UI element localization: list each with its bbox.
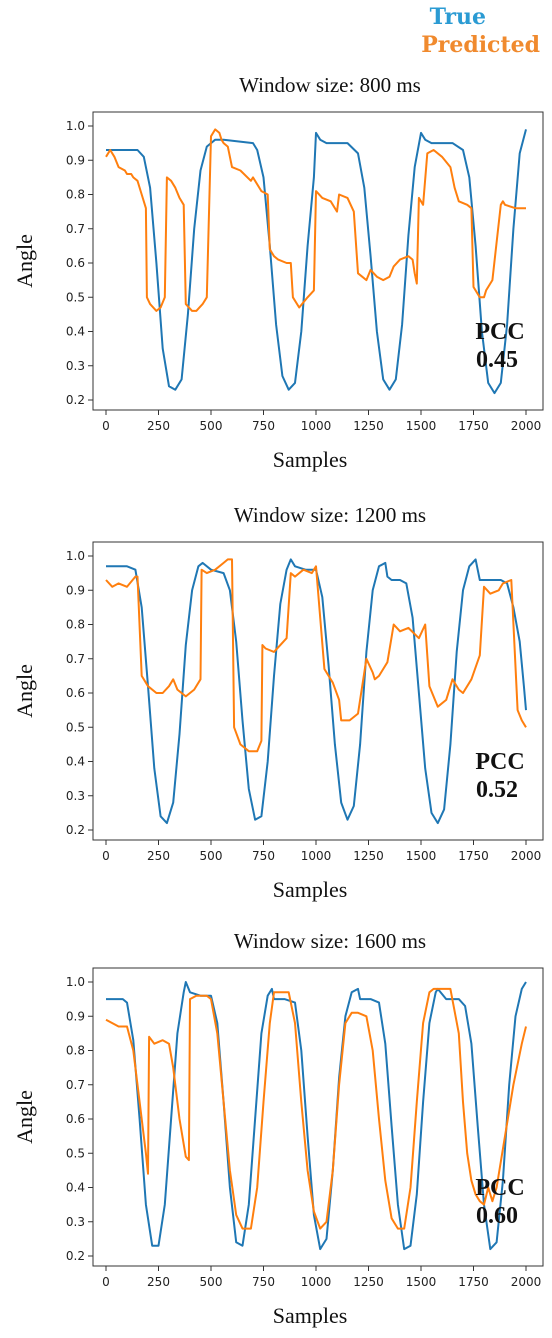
y-tick-label: 0.9	[66, 583, 85, 597]
legend-predicted-label: Predicted	[421, 32, 540, 58]
x-tick-label: 1500	[406, 1275, 437, 1289]
y-tick-label: 0.6	[66, 256, 85, 270]
y-tick-label: 0.8	[66, 1044, 85, 1058]
x-tick-label: 1250	[353, 419, 384, 433]
chart-panel-800ms: Window size: 800 ms 0.2 0.3 0.4 0.5 0.6 0.7 0.8…	[12, 73, 544, 472]
y-tick-label: 0.2	[66, 1249, 85, 1263]
y-axis-label: Angle	[12, 234, 37, 288]
pcc-label: PCC	[475, 319, 524, 345]
x-tick-label: 0	[102, 849, 110, 863]
x-tick-label: 1250	[353, 849, 384, 863]
series-line-true	[106, 558, 527, 825]
x-tick-label: 500	[200, 849, 223, 863]
y-tick-label: 0.6	[66, 686, 85, 700]
chart-title: Window size: 800 ms	[239, 73, 421, 97]
x-tick-label: 500	[200, 419, 223, 433]
series-line-predicted	[105, 987, 527, 1230]
y-tick-label: 1.0	[66, 549, 85, 563]
x-tick-label: 1000	[301, 419, 332, 433]
y-axis-label: Angle	[12, 664, 37, 718]
x-tick-label: 1000	[301, 1275, 332, 1289]
chart-title: Window size: 1600 ms	[234, 929, 426, 953]
x-tick-label: 2000	[511, 849, 542, 863]
x-tick-label: 250	[147, 849, 170, 863]
y-tick-label: 0.5	[66, 720, 85, 734]
x-tick-label: 0	[102, 419, 110, 433]
y-tick-label: 0.7	[66, 652, 85, 666]
x-axis-label: Samples	[273, 877, 348, 902]
legend-true-label: True	[429, 4, 486, 30]
x-axis-label: Samples	[273, 1303, 348, 1328]
series-line-true	[106, 981, 527, 1251]
y-tick-label: 0.9	[66, 153, 85, 167]
x-tick-label: 500	[200, 1275, 223, 1289]
series-line-true	[106, 129, 527, 395]
y-tick-label: 0.4	[66, 325, 85, 339]
x-tick-label: 1750	[458, 419, 489, 433]
y-tick-label: 0.9	[66, 1009, 85, 1023]
y-tick-label: 0.7	[66, 222, 85, 236]
y-axis-label: Angle	[12, 1090, 37, 1144]
x-tick-label: 250	[147, 419, 170, 433]
series-line-predicted	[105, 558, 527, 753]
y-tick-label: 0.5	[66, 1146, 85, 1160]
y-tick-label: 0.4	[66, 1181, 85, 1195]
x-tick-label: 750	[252, 419, 275, 433]
x-tick-label: 750	[252, 1275, 275, 1289]
x-tick-label: 250	[147, 1275, 170, 1289]
pcc-label: PCC	[475, 749, 524, 775]
y-tick-label: 0.8	[66, 188, 85, 202]
series-line-predicted	[105, 128, 526, 312]
y-tick-label: 0.6	[66, 1112, 85, 1126]
pcc-label: PCC	[475, 1175, 524, 1201]
legend: True Predicted	[0, 0, 552, 60]
pcc-value: 0.52	[476, 777, 518, 803]
y-tick-label: 0.2	[66, 823, 85, 837]
y-tick-label: 0.3	[66, 1215, 85, 1229]
y-tick-label: 0.7	[66, 1078, 85, 1092]
chart-title: Window size: 1200 ms	[234, 503, 426, 527]
plot-frame	[92, 111, 544, 411]
y-tick-label: 0.4	[66, 755, 85, 769]
x-tick-label: 1750	[458, 849, 489, 863]
chart-panel-1600ms: Window size: 1600 ms 0.2 0.3 0.4 0.5 0.6 0.7 0.…	[12, 929, 544, 1328]
x-tick-label: 1750	[458, 1275, 489, 1289]
x-tick-label: 1250	[353, 1275, 384, 1289]
y-tick-label: 0.5	[66, 290, 85, 304]
y-tick-label: 1.0	[66, 119, 85, 133]
x-tick-label: 1500	[406, 849, 437, 863]
x-tick-label: 2000	[511, 419, 542, 433]
x-tick-label: 750	[252, 849, 275, 863]
x-tick-label: 2000	[511, 1275, 542, 1289]
y-tick-label: 0.8	[66, 618, 85, 632]
x-tick-label: 0	[102, 1275, 110, 1289]
y-tick-label: 0.3	[66, 789, 85, 803]
pcc-value: 0.60	[476, 1203, 518, 1229]
y-tick-label: 0.2	[66, 393, 85, 407]
x-tick-label: 1500	[406, 419, 437, 433]
y-tick-label: 1.0	[66, 975, 85, 989]
x-axis-label: Samples	[273, 447, 348, 472]
x-tick-label: 1000	[301, 849, 332, 863]
y-tick-label: 0.3	[66, 359, 85, 373]
pcc-value: 0.45	[476, 347, 518, 373]
chart-panel-1200ms: Window size: 1200 ms 0.2 0.3 0.4 0.5 0.6 0.7 0.…	[12, 503, 544, 902]
